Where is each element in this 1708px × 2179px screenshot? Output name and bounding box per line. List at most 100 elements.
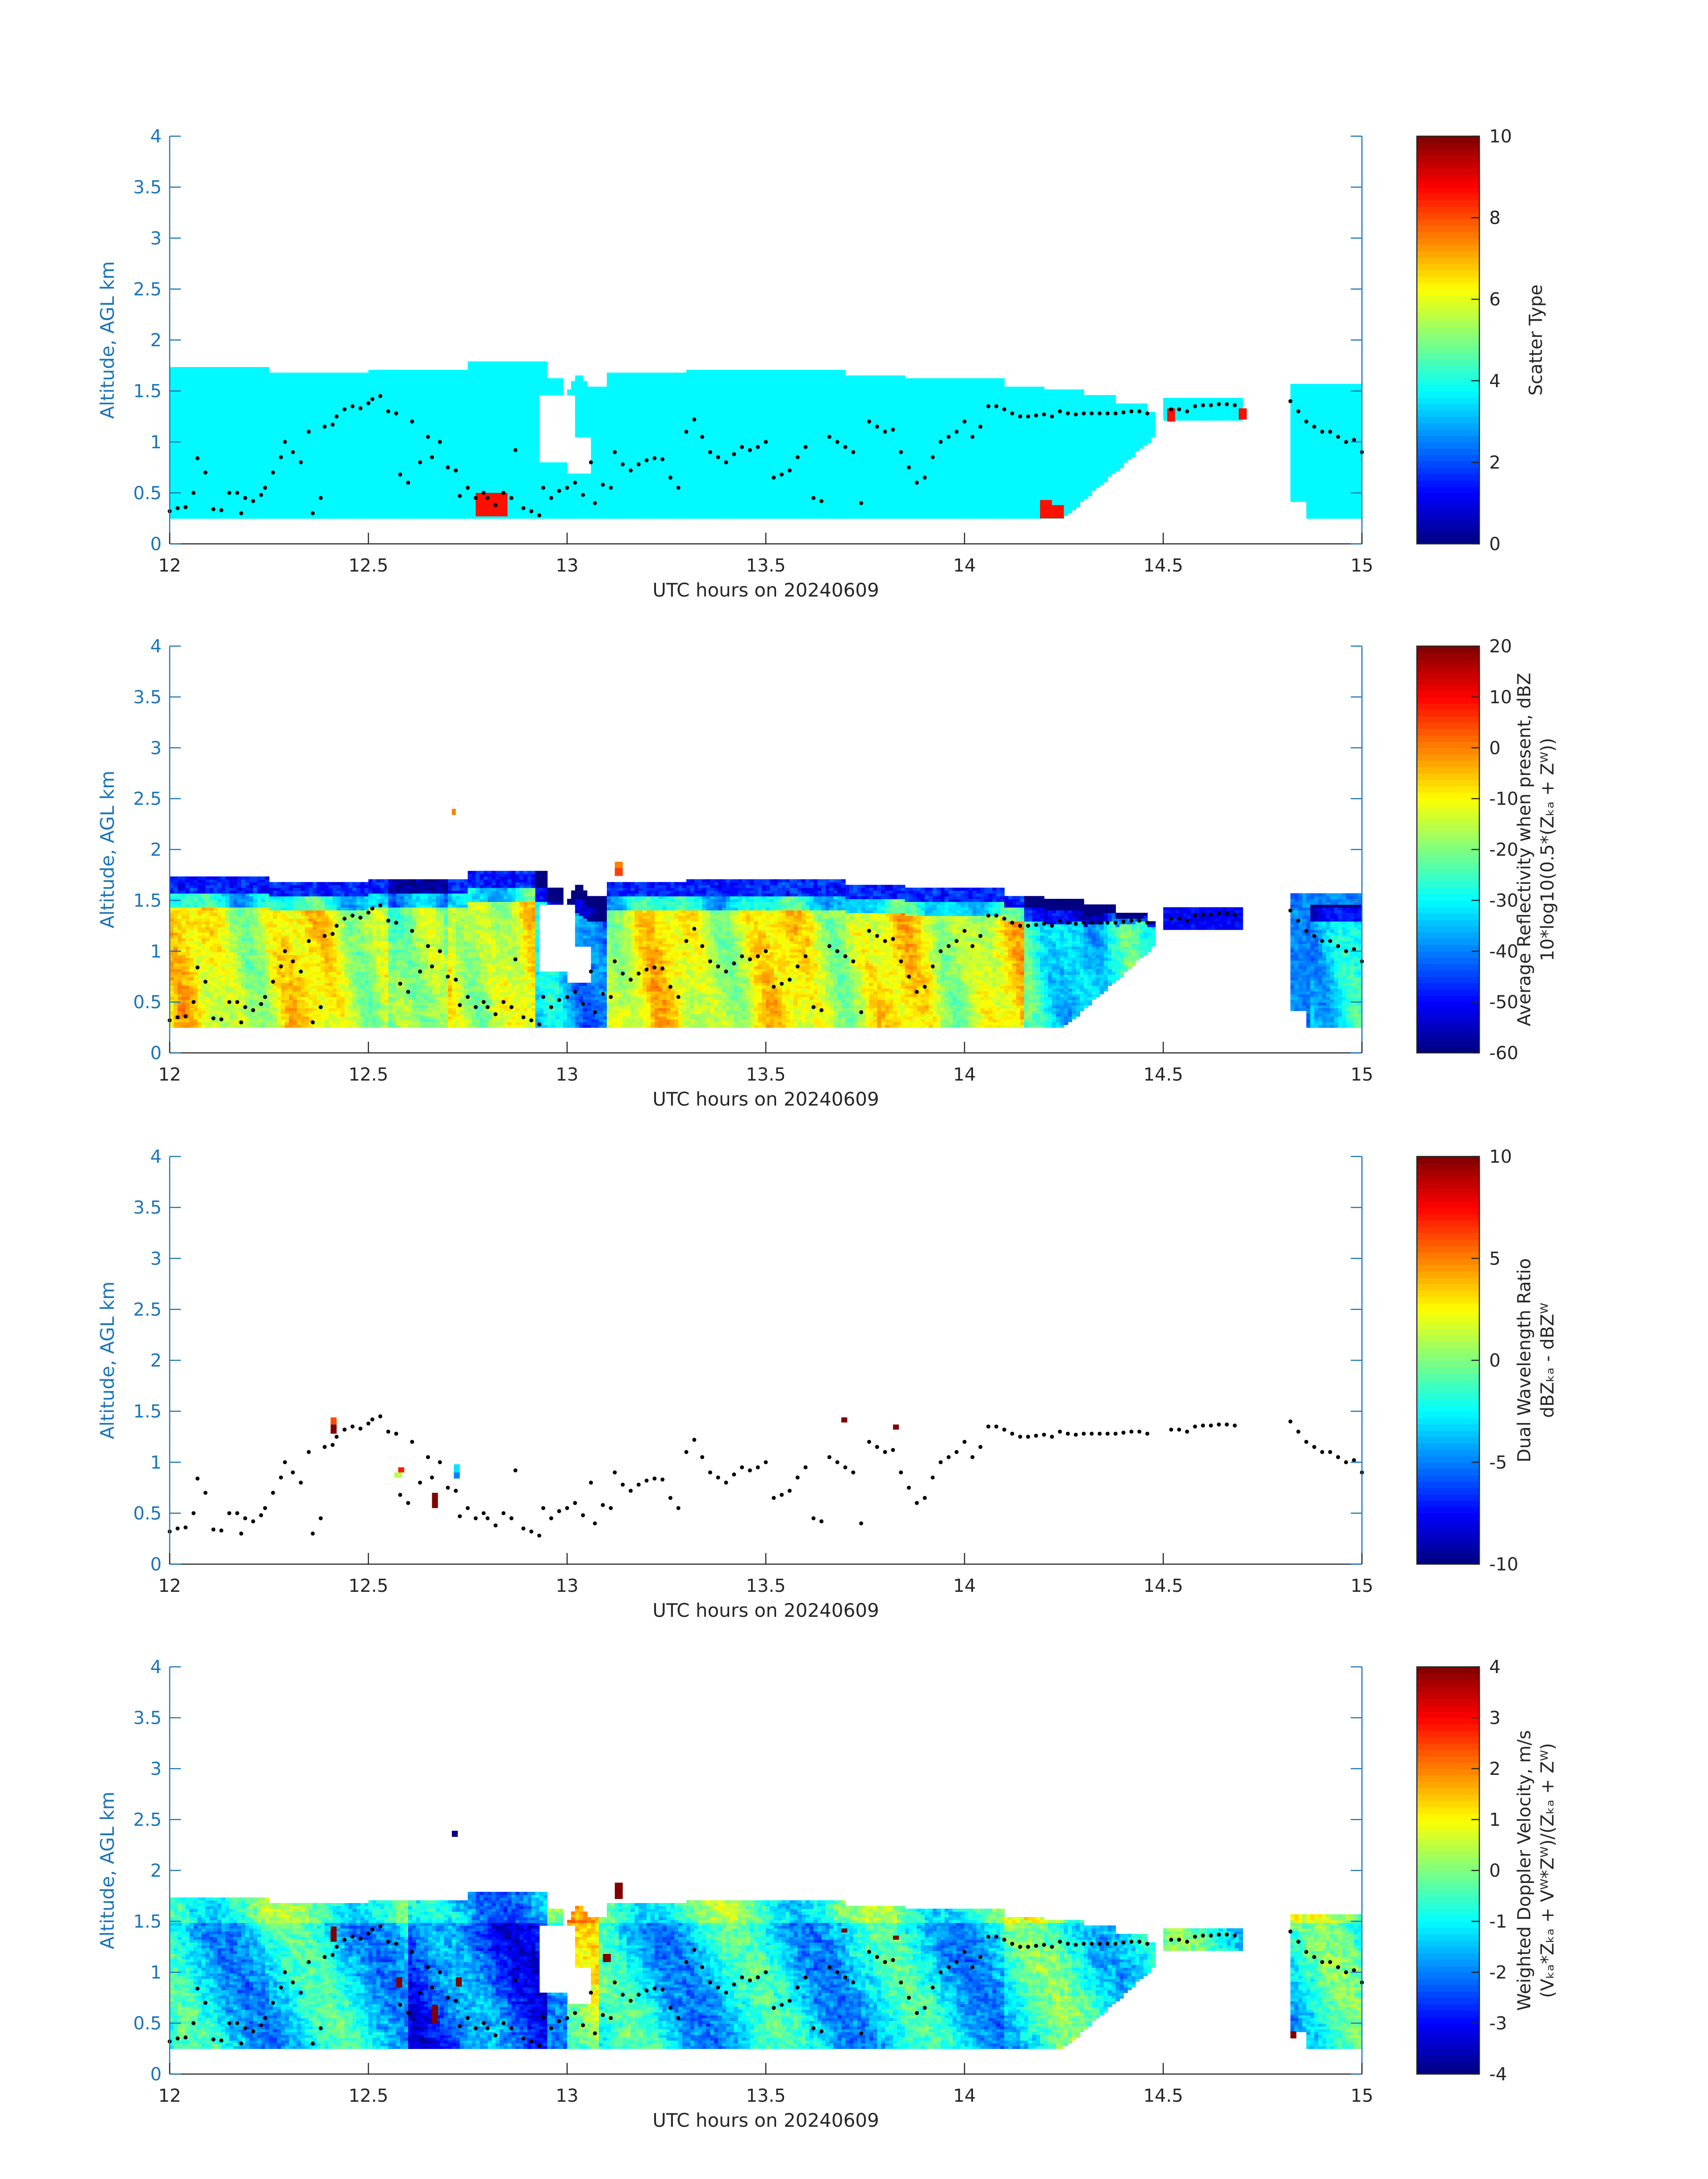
field-cell [281,409,285,412]
field-cell [257,437,262,440]
field-cell [297,442,301,446]
field-cell [317,423,321,426]
field-cell [325,404,329,407]
field-cell [226,417,230,421]
field-cell [209,406,214,409]
field-cell [257,387,262,390]
field-cell [237,373,242,376]
field-cell [269,431,274,434]
field-cell [273,429,277,432]
field-cell [249,426,254,429]
field-cell [313,409,317,412]
field-cell [273,462,277,465]
field-cell [170,373,174,376]
field-cell [265,462,270,465]
field-cell [277,373,281,376]
field-cell [257,401,262,404]
field-cell [190,479,194,482]
field-cell [285,507,289,510]
field-cell [329,434,333,438]
field-cell [269,451,274,454]
field-cell [178,387,182,390]
field-cell [253,384,258,387]
field-cell [289,462,293,465]
field-cell [281,401,285,404]
field-cell [213,490,218,493]
field-cell [265,431,270,434]
field-cell [329,493,333,496]
field-cell [265,454,270,457]
field-cell [281,513,285,516]
field-cell [305,395,309,398]
field-cell [221,457,226,460]
field-cell [281,423,285,426]
field-cell [205,404,210,407]
field-cell [317,488,321,491]
field-cell [170,401,174,404]
field-cell [309,474,313,477]
field-cell [174,406,178,409]
field-cell [313,446,317,449]
field-cell [313,474,317,477]
field-cell [186,420,190,423]
field-cell [230,431,234,434]
field-cell [329,465,333,468]
field-cell [325,417,329,421]
field-cell [297,474,301,477]
field-cell [257,474,262,477]
field-cell [293,454,297,457]
field-cell [289,434,293,438]
field-cell [269,381,274,384]
field-cell [182,389,186,392]
field-cell [321,446,325,449]
field-cell [233,462,238,465]
field-cell [309,490,313,493]
field-cell [174,415,178,418]
field-cell [253,446,258,449]
field-cell [281,406,285,409]
field-cell [249,448,254,451]
field-cell [313,426,317,429]
field-cell [233,387,238,390]
field-cell [241,389,246,392]
field-cell [237,376,242,379]
field-cell [253,429,258,432]
field-cell [257,510,262,513]
field-cell [325,488,329,491]
field-cell [237,446,242,449]
field-cell [293,516,297,519]
field-cell [301,457,305,460]
field-cell [325,507,329,510]
field-cell [273,381,277,384]
field-cell [329,404,333,407]
field-cell [190,446,194,449]
field-cell [317,457,321,460]
field-cell [217,516,222,519]
field-cell [245,406,250,409]
field-cell [217,423,222,426]
field-cell [190,389,194,392]
field-cell [277,406,281,409]
field-cell [269,496,274,499]
field-cell [205,431,210,434]
field-cell [170,392,174,395]
field-cell [313,465,317,468]
field-cell [277,395,281,398]
field-cell [261,451,266,454]
field-cell [217,459,222,463]
field-cell [213,376,218,379]
field-cell [301,431,305,434]
field-cell [297,415,301,418]
field-cell [293,376,297,379]
field-cell [289,392,293,395]
field-cell [277,474,281,477]
field-cell [253,434,258,438]
field-cell [226,474,230,477]
field-cell [186,516,190,519]
field-cell [221,389,226,392]
field-cell [297,465,301,468]
field-cell [213,417,218,421]
field-cell [317,468,321,471]
field-cell [257,516,262,519]
field-cell [277,376,281,379]
